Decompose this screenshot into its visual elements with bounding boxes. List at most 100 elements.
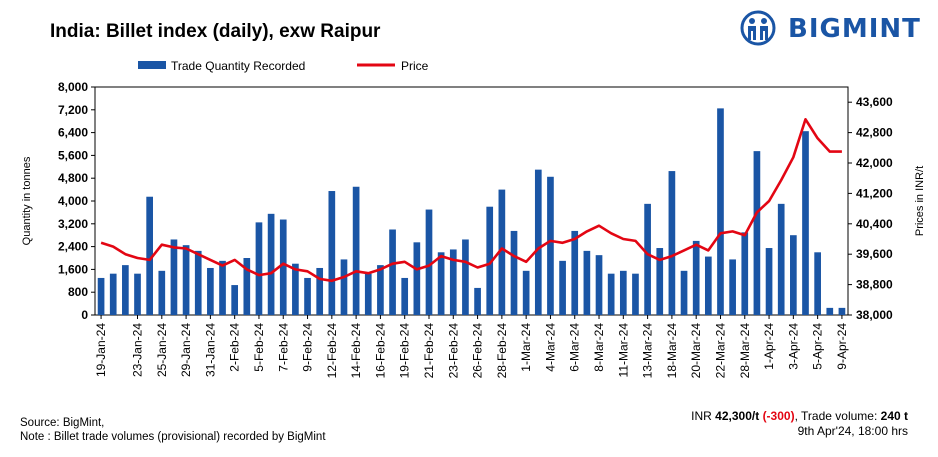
- bar-trade-quantity: [292, 263, 299, 315]
- bar-trade-quantity: [777, 203, 785, 315]
- x-axis-tick-label: 31-Jan-24: [203, 323, 217, 377]
- bar-trade-quantity: [619, 270, 627, 315]
- bar-trade-quantity: [814, 252, 821, 315]
- summary-change: (-300): [762, 409, 795, 423]
- bar-trade-quantity: [534, 169, 542, 315]
- bar-trade-quantity: [352, 186, 360, 315]
- x-axis-tick-label: 18-Mar-24: [665, 323, 679, 379]
- right-axis-tick-label: 39,600: [856, 247, 893, 261]
- x-axis-tick-label: 8-Mar-24: [592, 323, 606, 372]
- x-axis-tick-label: 14-Feb-24: [349, 323, 363, 379]
- left-axis-tick-label: 800: [68, 285, 88, 299]
- left-axis-tick-label: 4,000: [58, 194, 88, 208]
- bar-trade-quantity: [340, 259, 348, 315]
- bar-trade-quantity: [182, 245, 190, 315]
- x-axis-tick-label: 6-Mar-24: [568, 323, 582, 372]
- chart-area: 0 800 1,600 2,400 3,200 4,000 4,800 5,600 6,400 7…: [21, 59, 926, 379]
- bar-trade-quantity: [510, 230, 518, 315]
- bar-trade-quantity: [146, 196, 153, 315]
- summary-prefix: INR: [691, 409, 712, 423]
- x-axis-tick-label: 4-Mar-24: [543, 323, 557, 372]
- bar-trade-quantity: [668, 171, 676, 315]
- bar-trade-quantity: [838, 307, 846, 315]
- bar-trade-quantity: [498, 189, 506, 315]
- right-axis-tick-label: 41,200: [856, 186, 893, 200]
- bar-trade-quantity: [607, 273, 615, 315]
- chart-title: India: Billet index (daily), exw Raipur: [50, 21, 381, 42]
- bar-trade-quantity: [158, 270, 166, 315]
- bar-trade-quantity: [134, 273, 141, 315]
- bar-trade-quantity: [449, 249, 457, 315]
- legend-bar-label: Trade Quantity Recorded: [171, 59, 305, 73]
- summary-price: 42,300/t: [715, 409, 760, 423]
- bar-trade-quantity: [474, 287, 481, 315]
- bar-trade-quantity: [328, 191, 336, 315]
- bar-trade-quantity: [207, 267, 214, 315]
- left-axis-tick-label: 6,400: [58, 126, 88, 140]
- x-axis-tick-label: 19-Jan-24: [94, 323, 108, 377]
- bar-trade-quantity: [656, 248, 664, 315]
- price-summary: INR 42,300/t (-300), Trade volume: 240 t…: [691, 409, 908, 439]
- bar-trade-quantity: [462, 239, 469, 315]
- bar-trade-quantity: [644, 203, 651, 315]
- bar-trade-quantity: [194, 250, 202, 315]
- left-axis-tick-label: 2,400: [58, 240, 88, 254]
- right-axis-tick-label: 43,600: [856, 95, 893, 109]
- bar-trade-quantity: [765, 248, 773, 315]
- x-axis-tick-label: 9-Apr-24: [835, 323, 849, 370]
- left-axis-tick-label: 4,800: [58, 171, 88, 185]
- right-axis-tick-label: 38,800: [856, 278, 893, 292]
- x-axis-tick-label: 28-Mar-24: [738, 323, 752, 379]
- legend-bar-swatch: [138, 61, 166, 69]
- x-axis-tick-label: 22-Mar-24: [713, 323, 727, 379]
- brand-name: BIGMINT: [788, 14, 921, 44]
- bar-trade-quantity: [704, 256, 712, 315]
- bar-trade-quantity: [231, 285, 239, 315]
- x-axis-tick-label: 5-Feb-24: [252, 323, 266, 372]
- bar-trade-quantity: [583, 250, 591, 315]
- x-axis-tick-label: 26-Feb-24: [471, 323, 485, 379]
- left-axis-title: Quantity in tonnes: [21, 156, 33, 245]
- bar-trade-quantity: [437, 252, 445, 315]
- summary-volume-label: , Trade volume:: [794, 409, 878, 423]
- bar-trade-quantity: [717, 108, 724, 315]
- bar-trade-quantity: [170, 239, 178, 315]
- bar-trade-quantity: [364, 273, 372, 315]
- bar-trade-quantity: [243, 258, 251, 315]
- bar-trade-quantity: [753, 151, 761, 315]
- x-axis-tick-label: 2-Feb-24: [228, 323, 242, 372]
- x-axis-tick-label: 1-Apr-24: [762, 323, 776, 370]
- bar-trade-quantity: [267, 213, 275, 315]
- note-text: Note : Billet trade volumes (provisional…: [20, 431, 326, 443]
- left-axis-tick-label: 7,200: [58, 103, 88, 117]
- x-axis-tick-label: 19-Feb-24: [398, 323, 412, 379]
- bar-trade-quantity: [522, 270, 530, 315]
- x-axis-tick-label: 25-Jan-24: [155, 323, 169, 377]
- bar-trade-quantity: [425, 209, 433, 315]
- bar-trade-quantity: [219, 260, 226, 315]
- left-axis-tick-label: 1,600: [58, 262, 88, 276]
- footer-notes: Source: BigMint, Note : Billet trade vol…: [20, 416, 326, 444]
- bar-trade-quantity: [486, 206, 494, 315]
- bar-trade-quantity: [790, 235, 797, 315]
- right-axis-tick-label: 40,400: [856, 217, 893, 231]
- bar-trade-quantity: [377, 265, 384, 315]
- x-axis-tick-label: 20-Mar-24: [689, 323, 703, 379]
- summary-volume: 240 t: [880, 409, 908, 423]
- x-axis-tick-label: 9-Feb-24: [301, 323, 315, 372]
- x-axis-tick-label: 5-Apr-24: [811, 323, 825, 370]
- left-axis-tick-label: 8,000: [58, 80, 88, 94]
- x-axis-tick-label: 28-Feb-24: [495, 323, 509, 379]
- bar-trade-quantity: [692, 240, 700, 315]
- right-axis-tick-label: 42,800: [856, 126, 893, 140]
- bar-trade-quantity: [389, 229, 396, 315]
- bar-trade-quantity: [571, 230, 579, 315]
- x-axis-tick-label: 16-Feb-24: [373, 323, 387, 379]
- x-axis-tick-label: 21-Feb-24: [422, 323, 436, 379]
- brand-logo: BIGMINT: [740, 10, 925, 46]
- x-axis-tick-label: 23-Feb-24: [446, 323, 460, 379]
- bar-trade-quantity: [97, 277, 105, 315]
- bar-trade-quantity: [595, 255, 603, 315]
- x-axis-tick-label: 11-Mar-24: [616, 323, 630, 378]
- x-axis-tick-label: 3-Apr-24: [786, 323, 800, 370]
